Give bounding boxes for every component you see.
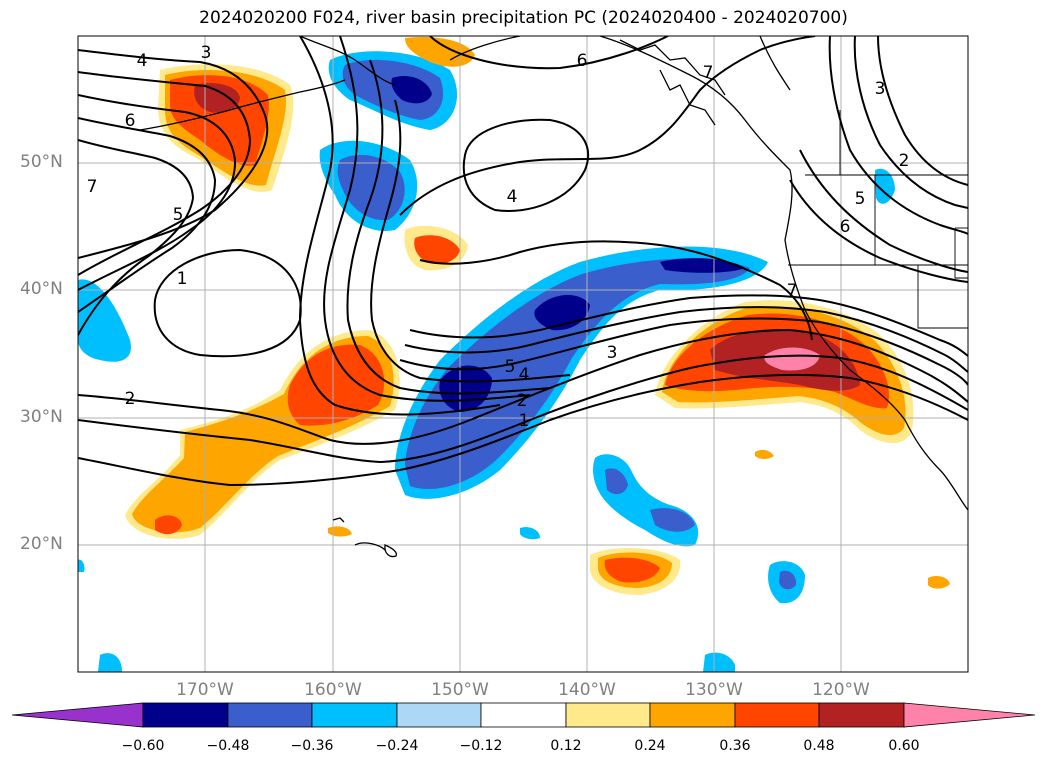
contour-label: 3 — [201, 43, 212, 63]
lat-label-30n: 30°N — [20, 407, 63, 427]
map-title: 2024020200 F024, river basin precipitati… — [199, 8, 848, 28]
contour-label: 5 — [855, 189, 866, 209]
colorbar-segment — [227, 702, 313, 728]
contour-label: 5 — [505, 357, 516, 377]
colorbar — [11, 702, 1036, 728]
lat-label-20n: 20°N — [20, 534, 63, 554]
map-frame — [77, 35, 969, 673]
colorbar-segment — [311, 702, 398, 728]
colorbar-over-arrow — [903, 702, 1036, 728]
colorbar-tick-label: 0.36 — [719, 738, 751, 754]
colorbar-segment — [565, 702, 651, 728]
anomaly-fill-layer — [78, 36, 950, 672]
colorbar-segment — [818, 702, 905, 728]
contour-label: 3 — [875, 79, 886, 99]
lat-label-40n: 40°N — [20, 279, 63, 299]
lon-label-150w: 150°W — [431, 680, 489, 700]
contour-label: 7 — [87, 177, 98, 197]
contour-label: 6 — [125, 111, 136, 131]
colorbar-under-arrow — [11, 702, 144, 728]
colorbar-tick-label: 0.12 — [550, 738, 582, 754]
contour-label: 4 — [137, 51, 148, 71]
contour-label: 3 — [607, 343, 618, 363]
lon-label-120w: 120°W — [812, 680, 870, 700]
colorbar-tick-label: 0.48 — [803, 738, 835, 754]
colorbar-segment — [396, 702, 482, 728]
colorbar-segment — [734, 702, 820, 728]
contour-label: 6 — [840, 217, 851, 237]
contour-label: 6 — [577, 51, 588, 71]
gridlines — [78, 36, 968, 672]
colorbar-segment — [480, 702, 567, 728]
contour-label: 2 — [899, 151, 910, 171]
colorbar-tick-label: 0.24 — [634, 738, 666, 754]
contour-label: 7 — [703, 63, 714, 83]
contour-label: 5 — [173, 205, 184, 225]
colorbar-tick-label: −0.24 — [375, 738, 419, 754]
lon-label-130w: 130°W — [685, 680, 743, 700]
colorbar-tick-label: −0.48 — [206, 738, 250, 754]
lat-label-50n: 50°N — [20, 152, 63, 172]
lon-label-140w: 140°W — [558, 680, 616, 700]
contour-label: 7 — [787, 281, 798, 301]
colorbar-tick-label: 0.60 — [888, 738, 920, 754]
contour-label: 4 — [507, 187, 518, 207]
contour-label: 1 — [519, 411, 530, 431]
lon-label-170w: 170°W — [176, 680, 234, 700]
colorbar-tick-label: −0.36 — [290, 738, 334, 754]
colorbar-segment — [649, 702, 736, 728]
contour-label: 2 — [517, 391, 528, 411]
colorbar-tick-label: −0.12 — [459, 738, 503, 754]
colorbar-tick-label: −0.60 — [121, 738, 165, 754]
contour-label: 4 — [519, 365, 530, 385]
contour-label: 1 — [177, 269, 188, 289]
colorbar-segment — [142, 702, 229, 728]
contour-lines — [78, 36, 968, 487]
lon-label-160w: 160°W — [304, 680, 362, 700]
contour-label: 2 — [125, 389, 136, 409]
